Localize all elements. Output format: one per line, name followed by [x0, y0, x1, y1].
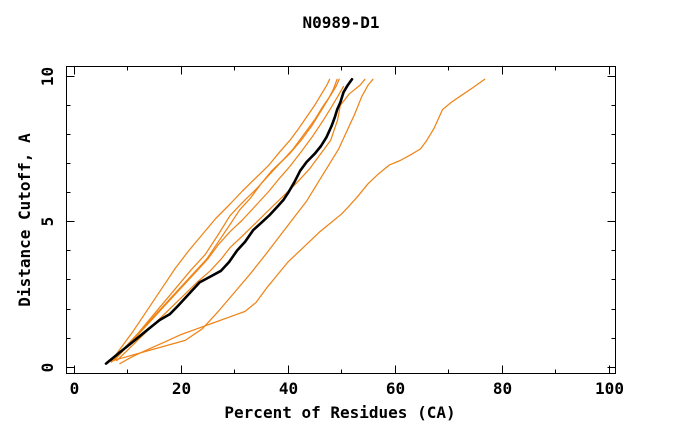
curve-model-curve-1 — [110, 78, 331, 362]
curves-layer — [104, 78, 486, 365]
y-tick-label: 5 — [38, 217, 57, 227]
curve-highlighted-model-curve — [104, 78, 354, 365]
curve-model-curve-4 — [113, 85, 345, 362]
x-tick-label: 40 — [279, 379, 298, 398]
x-tick-label: 100 — [595, 379, 624, 398]
axes-layer: 0 20 40 60 80 100 0 5 10 — [38, 66, 624, 398]
x-tick-label: 20 — [172, 379, 191, 398]
curve-model-curve-3 — [111, 78, 340, 362]
curve-model-curve-5 — [116, 78, 366, 362]
x-tick-label: 80 — [493, 379, 512, 398]
curve-model-curve-2 — [110, 78, 338, 363]
x-axis-label: Percent of Residues (CA) — [224, 403, 455, 422]
x-tick-label: 0 — [70, 379, 80, 398]
curve-model-curve-6 — [106, 78, 374, 363]
y-axis-label: Distance Cutoff, A — [15, 133, 34, 307]
chart-title: N0989-D1 — [302, 13, 379, 32]
x-tick-label: 60 — [386, 379, 405, 398]
y-tick-label: 10 — [38, 67, 57, 86]
curve-model-curve-7-outlier — [119, 78, 486, 365]
y-tick-label: 0 — [38, 363, 57, 373]
